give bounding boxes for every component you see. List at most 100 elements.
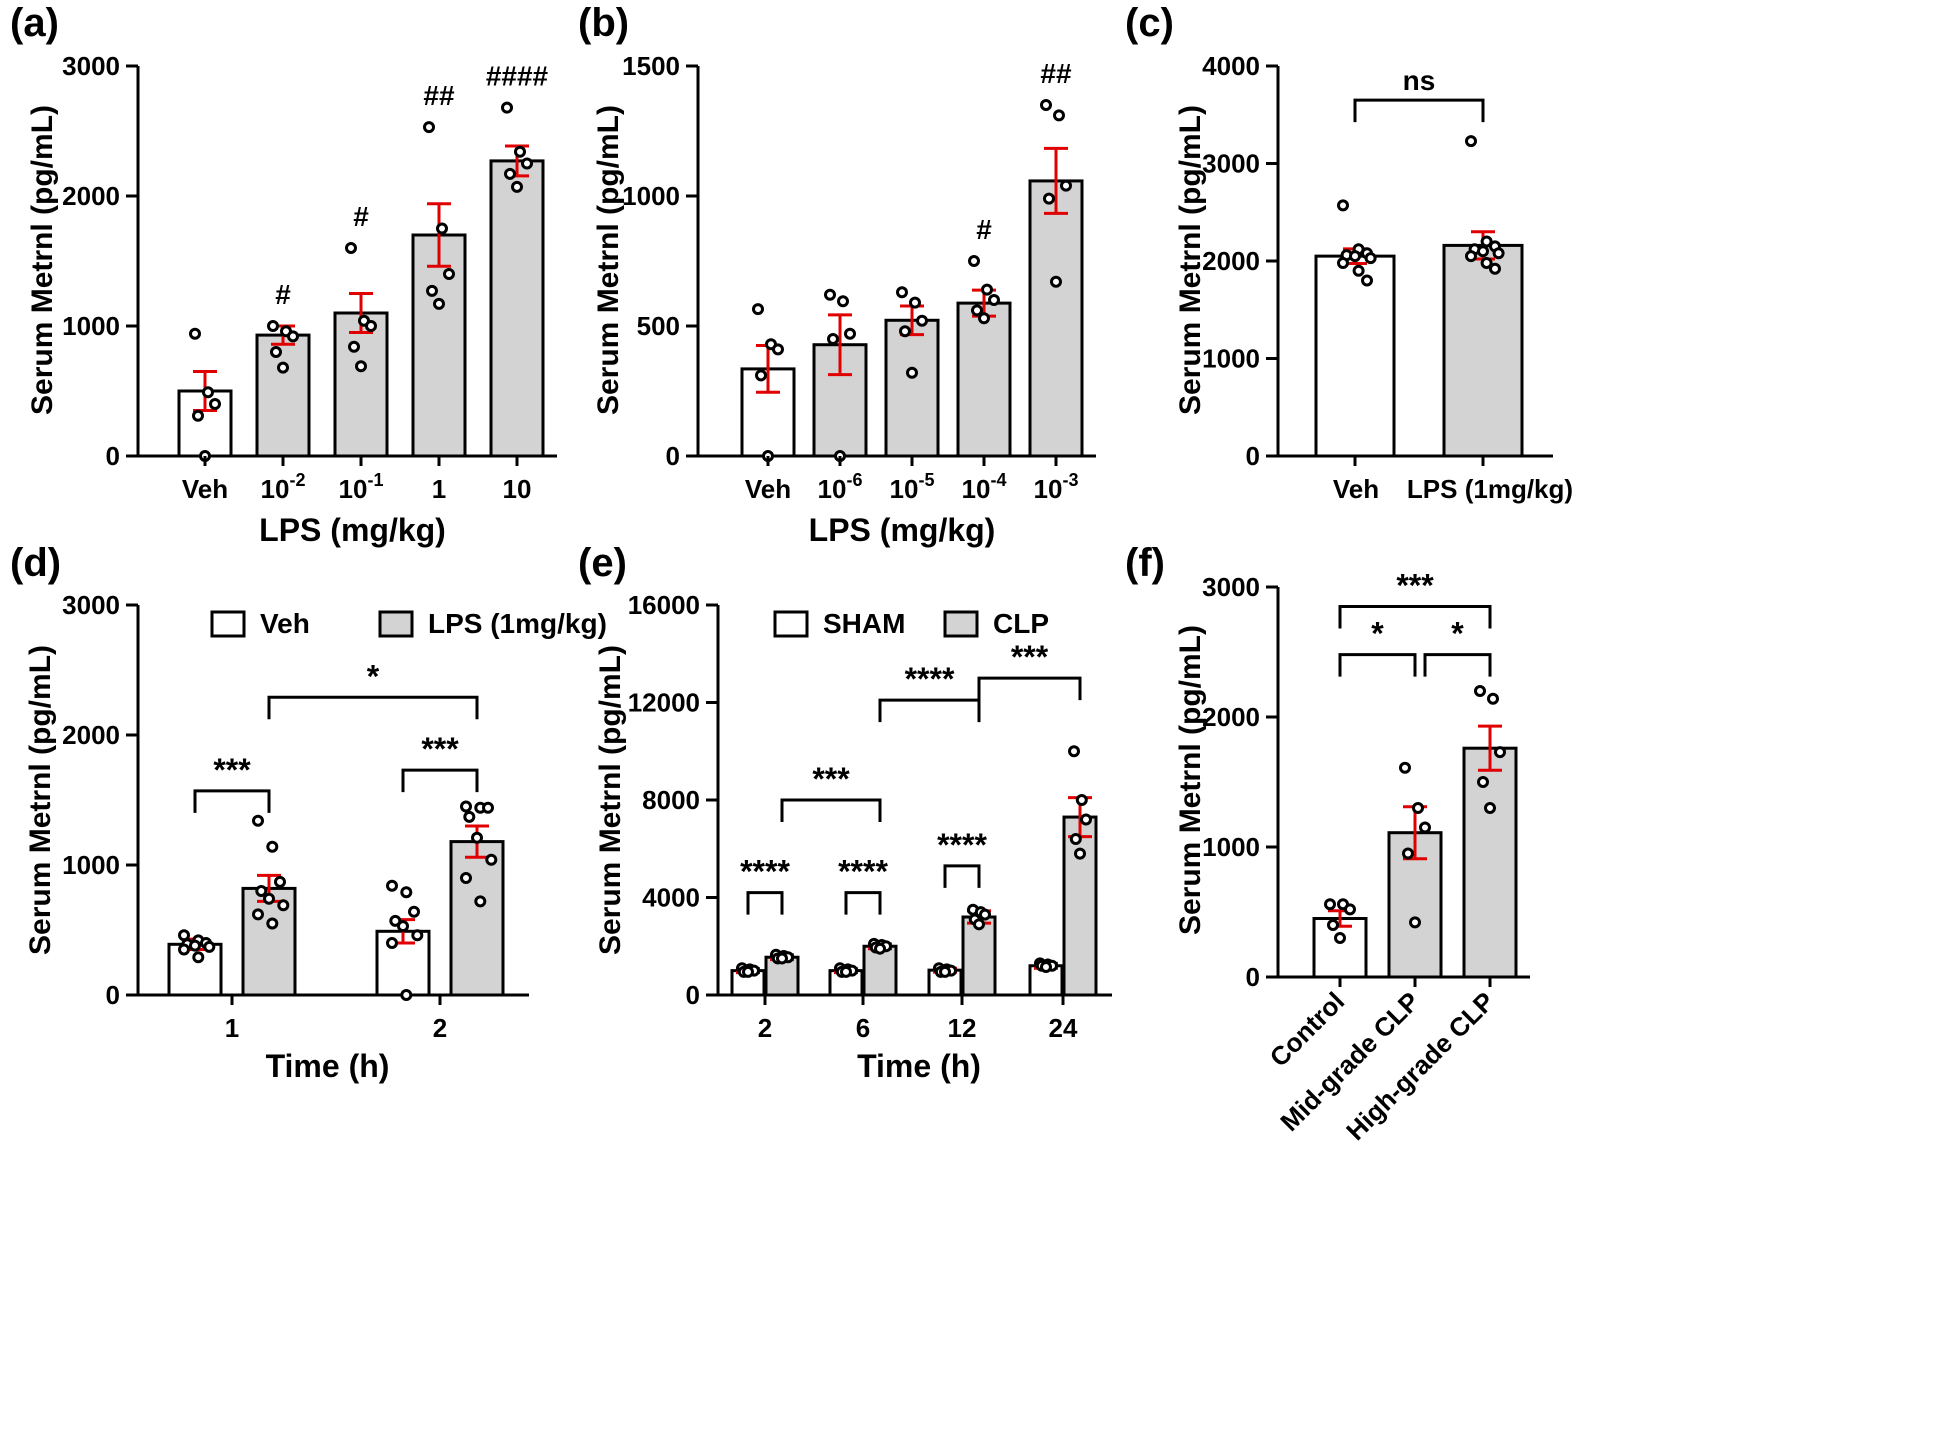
data-point: [1489, 262, 1501, 275]
x-tick-label: Veh: [745, 474, 791, 504]
data-point: [274, 875, 286, 888]
data-point: [1399, 761, 1411, 774]
data-point: [939, 965, 951, 978]
data-point: [1465, 250, 1477, 263]
data-point: [844, 327, 856, 340]
significance-bracket: [780, 798, 882, 822]
data-point: [521, 157, 533, 170]
bar: [1462, 746, 1518, 979]
data-point: [192, 409, 204, 422]
y-tick-label: 1000: [1202, 344, 1260, 374]
data-point: [1361, 274, 1373, 287]
y-tick-label: 0: [106, 441, 120, 471]
data-point: [1480, 235, 1493, 248]
significance-label: *: [1451, 616, 1464, 652]
legend-label: Veh: [260, 608, 310, 639]
data-point: [203, 940, 216, 953]
y-tick-label: 1000: [622, 181, 680, 211]
significance-bracket: [746, 891, 784, 915]
y-tick-label: 0: [1246, 962, 1260, 992]
x-tick-label: 10-6: [818, 470, 863, 504]
legend-swatch: [378, 610, 414, 638]
data-point: [436, 222, 448, 235]
data-point: [752, 303, 764, 316]
data-point: [1412, 802, 1424, 814]
bar: [333, 311, 389, 458]
data-point: [896, 286, 908, 299]
data-point: [1465, 135, 1477, 148]
panel-label: (b): [578, 1, 629, 45]
y-tick-label: 4000: [1202, 51, 1260, 81]
y-tick-label: 2000: [62, 181, 120, 211]
x-tick-label: 10-1: [339, 470, 384, 504]
y-axis-title: Serum Metrnl (pg/mL): [594, 645, 627, 955]
data-point: [909, 296, 921, 309]
data-point: [1334, 932, 1346, 944]
x-tick-label: 1: [432, 474, 446, 504]
data-point: [755, 369, 767, 382]
legend-swatch: [943, 610, 979, 638]
significance-bracket: [193, 789, 271, 813]
data-point: [426, 284, 438, 297]
significance-label: *: [1371, 616, 1384, 652]
significance-label: ##: [1040, 58, 1072, 89]
x-tick-label: 1: [225, 1013, 239, 1043]
significance-label: ##: [423, 80, 455, 111]
significance-label: #: [976, 214, 992, 245]
data-point: [504, 167, 516, 180]
data-point: [178, 943, 190, 956]
bar: [255, 333, 311, 458]
data-point: [189, 327, 201, 340]
x-tick-label: 10-2: [261, 470, 306, 504]
significance-label: ****: [905, 661, 955, 697]
data-point: [501, 101, 513, 114]
data-point: [433, 297, 445, 310]
significance-label: ***: [213, 752, 251, 788]
y-tick-label: 3000: [1202, 572, 1260, 602]
data-point: [277, 899, 290, 912]
y-tick-label: 1000: [62, 850, 120, 880]
data-point: [266, 840, 279, 853]
data-point: [255, 885, 268, 897]
data-point: [277, 361, 289, 374]
data-point: [742, 965, 754, 978]
x-tick-label: 10-3: [1034, 470, 1079, 504]
data-point: [1487, 692, 1499, 705]
bar: [411, 233, 467, 458]
significance-label: #: [275, 279, 291, 310]
y-tick-label: 0: [106, 980, 120, 1010]
y-tick-label: 0: [666, 441, 680, 471]
data-point: [1402, 847, 1414, 860]
significance-bracket: [844, 891, 882, 915]
significance-label: ***: [1396, 568, 1434, 604]
data-point: [1324, 898, 1336, 911]
data-point: [1474, 685, 1486, 697]
x-tick-label: 6: [856, 1013, 870, 1043]
bar: [1442, 243, 1524, 458]
y-axis-title: Serum Metrnl (pg/mL): [1174, 625, 1207, 935]
significance-bracket: [878, 698, 981, 723]
panel-label: (e): [578, 541, 627, 585]
data-point: [397, 920, 409, 933]
significance-bracket: [401, 768, 479, 793]
data-point: [979, 908, 991, 921]
data-point: [423, 121, 435, 134]
data-point: [252, 908, 264, 921]
y-tick-label: 3000: [62, 51, 120, 81]
data-point: [1352, 264, 1365, 277]
data-point: [899, 325, 911, 338]
y-axis-title: Serum Metrnl (pg/mL): [24, 645, 57, 955]
bar: [884, 318, 940, 458]
data-point: [1492, 247, 1505, 260]
significance-bracket: [267, 695, 479, 720]
y-tick-label: 2000: [1202, 702, 1260, 732]
data-point: [1419, 821, 1431, 834]
legend-label: LPS (1mg/kg): [428, 608, 607, 639]
y-tick-label: 4000: [642, 883, 700, 913]
data-point: [1477, 776, 1489, 788]
data-point: [1050, 275, 1062, 288]
panel-label: (f): [1125, 541, 1165, 585]
